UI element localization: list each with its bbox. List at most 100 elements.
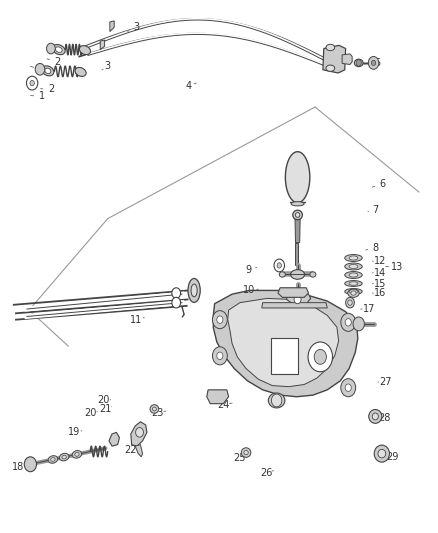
Circle shape [341, 378, 356, 397]
Ellipse shape [62, 455, 66, 459]
Circle shape [274, 259, 285, 272]
Ellipse shape [72, 450, 82, 458]
Ellipse shape [349, 273, 358, 277]
Ellipse shape [244, 450, 248, 455]
Ellipse shape [310, 272, 316, 277]
Ellipse shape [45, 68, 51, 74]
Circle shape [294, 295, 301, 304]
Polygon shape [342, 54, 352, 64]
Circle shape [30, 80, 34, 86]
Polygon shape [135, 445, 143, 457]
Polygon shape [286, 152, 310, 203]
Ellipse shape [378, 449, 386, 458]
Text: 8: 8 [372, 243, 378, 253]
Ellipse shape [55, 47, 62, 52]
Circle shape [308, 342, 332, 372]
Circle shape [46, 43, 55, 54]
Text: 27: 27 [380, 377, 392, 387]
Ellipse shape [53, 45, 65, 55]
Circle shape [24, 457, 36, 472]
Text: 3: 3 [105, 61, 111, 71]
Circle shape [341, 313, 356, 332]
Ellipse shape [374, 445, 389, 462]
Ellipse shape [348, 300, 352, 305]
Polygon shape [295, 243, 298, 265]
Text: 28: 28 [379, 413, 391, 423]
Polygon shape [131, 422, 147, 446]
Circle shape [345, 319, 351, 326]
Circle shape [277, 263, 282, 268]
Ellipse shape [345, 288, 362, 294]
Text: 25: 25 [234, 453, 246, 463]
Ellipse shape [291, 201, 304, 206]
Polygon shape [213, 290, 358, 397]
Circle shape [356, 60, 361, 66]
Polygon shape [228, 298, 339, 386]
Polygon shape [100, 40, 105, 50]
Ellipse shape [349, 290, 358, 293]
Text: 26: 26 [260, 468, 272, 478]
Circle shape [272, 394, 282, 407]
Ellipse shape [326, 44, 335, 51]
Ellipse shape [345, 280, 362, 286]
Ellipse shape [268, 393, 285, 408]
Ellipse shape [348, 289, 359, 297]
Ellipse shape [152, 407, 156, 411]
Text: 6: 6 [380, 179, 386, 189]
Ellipse shape [326, 65, 335, 71]
Text: 4: 4 [185, 81, 191, 91]
Polygon shape [278, 288, 308, 297]
Ellipse shape [349, 282, 358, 285]
Text: 19: 19 [68, 427, 80, 438]
Text: 12: 12 [374, 256, 387, 266]
Circle shape [26, 76, 38, 90]
Ellipse shape [42, 66, 54, 76]
Text: 2: 2 [48, 84, 54, 94]
Circle shape [353, 317, 364, 331]
Circle shape [368, 56, 379, 69]
Circle shape [212, 311, 227, 329]
Text: 23: 23 [152, 408, 164, 418]
Ellipse shape [150, 405, 159, 413]
Text: 13: 13 [391, 262, 403, 271]
Ellipse shape [351, 291, 356, 295]
Ellipse shape [279, 272, 286, 277]
Text: 11: 11 [130, 314, 142, 325]
Text: 1: 1 [39, 65, 45, 75]
Text: 1: 1 [39, 91, 45, 101]
Text: 7: 7 [372, 205, 378, 215]
Ellipse shape [75, 68, 86, 76]
Text: 2: 2 [54, 57, 60, 67]
Ellipse shape [293, 210, 302, 220]
Ellipse shape [345, 255, 362, 262]
Ellipse shape [345, 271, 362, 278]
Circle shape [136, 427, 144, 437]
Circle shape [172, 288, 180, 298]
Text: 22: 22 [124, 445, 137, 455]
Text: 3: 3 [133, 22, 139, 33]
Text: 10: 10 [244, 286, 256, 295]
Circle shape [371, 60, 376, 66]
Text: 21: 21 [99, 404, 112, 414]
Ellipse shape [241, 448, 251, 457]
Circle shape [35, 63, 45, 75]
Ellipse shape [60, 453, 69, 461]
Text: 15: 15 [374, 279, 387, 288]
Ellipse shape [346, 297, 354, 308]
Ellipse shape [349, 264, 358, 269]
Text: 24: 24 [217, 400, 230, 410]
Circle shape [217, 352, 223, 360]
Text: 9: 9 [246, 265, 252, 275]
Polygon shape [207, 390, 229, 403]
Text: 5: 5 [374, 59, 380, 68]
Polygon shape [262, 303, 327, 308]
Ellipse shape [79, 46, 91, 54]
Ellipse shape [191, 284, 197, 297]
Circle shape [217, 316, 223, 324]
Ellipse shape [295, 213, 300, 217]
Text: 17: 17 [364, 304, 376, 314]
Polygon shape [272, 338, 297, 374]
Circle shape [212, 347, 227, 365]
Polygon shape [109, 432, 120, 446]
Ellipse shape [349, 256, 358, 260]
